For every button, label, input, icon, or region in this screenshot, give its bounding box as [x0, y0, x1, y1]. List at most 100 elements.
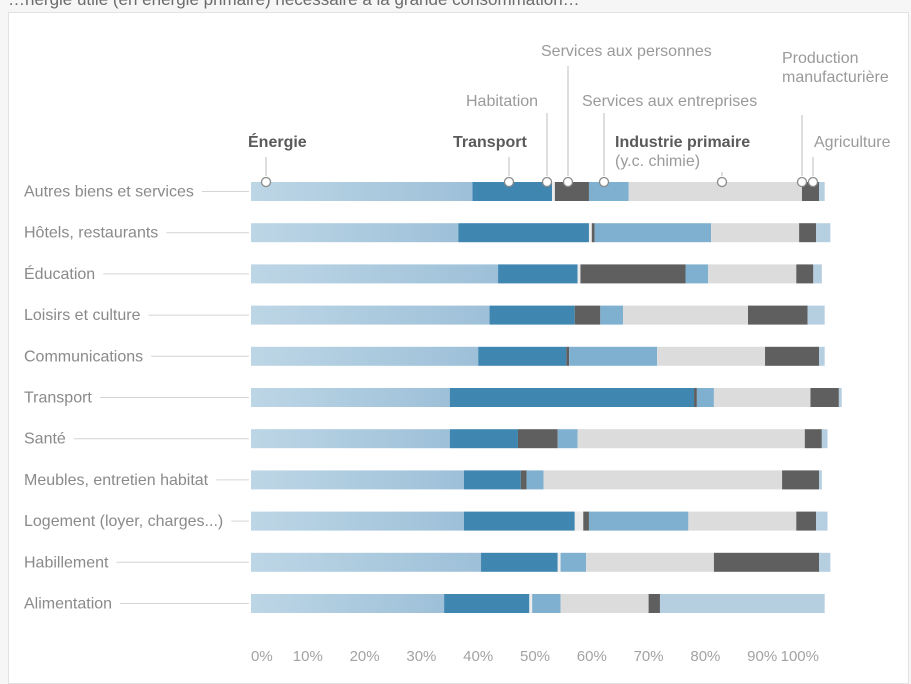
bar-segment [591, 223, 595, 243]
bar-segment [713, 552, 819, 572]
annotation-label: Agriculture [814, 134, 891, 151]
bar-segment [574, 511, 584, 531]
bar-segment [810, 388, 839, 407]
bar-segment [574, 305, 601, 325]
bar-segment [498, 264, 578, 284]
bar-segment [251, 223, 459, 243]
category-label: Loisirs et culture [24, 307, 141, 324]
bar-segment [816, 511, 828, 531]
annotation-sublabel: manufacturière [782, 69, 889, 86]
bar-segment [554, 182, 589, 201]
bar-segment [449, 429, 518, 449]
bar-segment [816, 223, 831, 243]
annotation-marker [796, 176, 808, 188]
bar-segment [251, 511, 464, 531]
annotation-label: Industrie primaire [615, 134, 750, 151]
bar-segment [628, 182, 802, 201]
x-tick-label: 50% [520, 648, 550, 665]
bar-segment [489, 305, 575, 325]
bar-segment [657, 346, 766, 366]
bar-segment [819, 552, 831, 572]
category-label: Alimentation [24, 596, 112, 613]
bar-segment [557, 552, 561, 572]
bar-segment [588, 223, 592, 243]
annotation-label: Services aux entreprises [582, 93, 757, 110]
bar-segment [580, 264, 686, 284]
bar-segment [251, 594, 445, 613]
x-tick-label: 30% [406, 648, 436, 665]
bar-segment [532, 594, 561, 613]
bar-segment [782, 470, 819, 490]
annotation-marker [260, 176, 272, 188]
bar-segment [799, 223, 817, 243]
bar-segment [594, 223, 712, 243]
bar-segment [748, 305, 808, 325]
bar-segment [481, 552, 558, 572]
annotation-marker [562, 176, 574, 188]
x-tick-label: 20% [350, 648, 380, 665]
category-label: Habillement [24, 554, 109, 571]
category-label: Hôtels, restaurants [24, 225, 158, 242]
bar-segment [838, 388, 842, 407]
category-label: Autres biens et services [24, 184, 194, 201]
bar-segment [552, 182, 555, 201]
bar-segment [586, 552, 714, 572]
annotation-label: Énergie [248, 132, 307, 151]
bar-segment [251, 182, 473, 201]
bar-segment [577, 264, 581, 284]
x-tick-label: 40% [463, 648, 493, 665]
annotation-label: Habitation [466, 93, 538, 110]
x-tick-label: 90% [747, 648, 777, 665]
bar-segment [449, 388, 695, 407]
category-label: Communications [24, 348, 143, 365]
bar-segment [688, 511, 797, 531]
bar-segment [588, 511, 689, 531]
bar-segment [478, 346, 567, 366]
bar-segment [711, 223, 800, 243]
category-label: Santé [24, 431, 66, 448]
category-label: Meubles, entretien habitat [24, 472, 209, 489]
annotation-marker [541, 176, 553, 188]
bar-segment [464, 511, 575, 531]
bar-segment [765, 346, 819, 366]
bar-segment [251, 388, 450, 407]
annotation-marker [807, 176, 819, 188]
bar-segment [251, 552, 482, 572]
bar-segment [472, 182, 553, 201]
bar-segment [557, 429, 578, 449]
bar-segment [708, 264, 797, 284]
clipped-header-text: …nergie utile (en énergie primaire) néce… [8, 0, 580, 9]
x-tick-label: 60% [577, 648, 607, 665]
bar-segment [648, 594, 660, 613]
bar-segment [529, 594, 533, 613]
x-tick-label: 80% [690, 648, 720, 665]
bar-segment [444, 594, 530, 613]
bar-segment [819, 182, 825, 201]
annotation-sublabel: (y.c. chimie) [615, 153, 700, 170]
bar-segment [560, 552, 587, 572]
bar-segment [659, 594, 825, 613]
category-label: Transport [24, 390, 92, 407]
bar-segment [804, 429, 822, 449]
bar-segment [813, 264, 822, 284]
bar-segment [623, 305, 748, 325]
annotation-marker [598, 176, 610, 188]
bar-segment [251, 429, 450, 449]
bar-segment [251, 305, 490, 325]
bar-segment [569, 346, 658, 366]
bar-segment [560, 594, 649, 613]
x-tick-label: 100% [781, 648, 819, 665]
bar-segment [821, 429, 828, 449]
bar-segment [526, 470, 544, 490]
annotation-label: Transport [453, 134, 527, 151]
bar-segment [577, 429, 805, 449]
annotation-label: Production [782, 50, 859, 67]
bar-segment [517, 429, 558, 449]
bar-segment [807, 305, 825, 325]
x-tick-label: 70% [634, 648, 664, 665]
bar-segment [251, 470, 464, 490]
bar-segment [566, 346, 570, 366]
bar-segment [464, 470, 521, 490]
